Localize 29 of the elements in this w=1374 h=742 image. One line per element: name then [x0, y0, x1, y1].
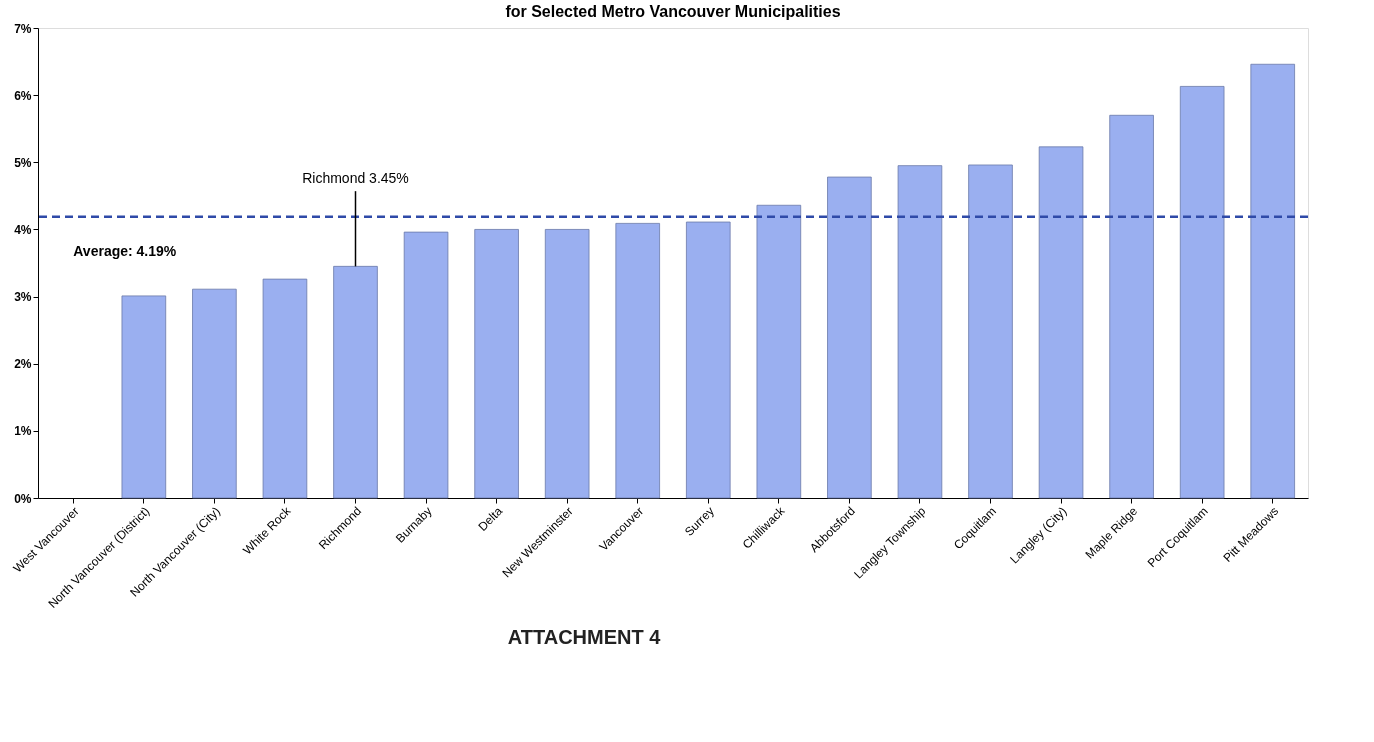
bar — [756, 204, 802, 499]
bar — [1038, 146, 1084, 499]
y-tick-label: 0% — [14, 491, 32, 506]
y-tick-label: 2% — [14, 357, 32, 372]
y-tick-label: 3% — [14, 290, 32, 305]
bar — [1109, 114, 1154, 499]
bar — [192, 288, 237, 499]
bar — [121, 295, 167, 499]
bar — [544, 229, 590, 499]
y-tick-label: 4% — [14, 222, 32, 237]
y-tick-label: 1% — [14, 424, 32, 439]
bar — [474, 229, 519, 499]
bar — [1179, 86, 1225, 499]
y-tick-label: 5% — [14, 155, 32, 170]
bar — [403, 231, 449, 499]
ref-line-label: Average: 4.19% — [73, 242, 177, 259]
bar — [827, 176, 872, 499]
text: ATTACHMENT 4 — [507, 626, 662, 648]
y-tick-label: 6% — [14, 88, 32, 103]
annotation: Richmond 3.45% — [302, 170, 409, 187]
bar — [686, 221, 731, 499]
bar — [333, 265, 378, 499]
bar — [1250, 63, 1295, 499]
bar — [897, 165, 943, 499]
y-tick-label: 7% — [14, 21, 32, 36]
bar — [262, 278, 308, 499]
chart-title: for Selected Metro Vancouver Municipalities — [505, 3, 841, 20]
bar — [968, 164, 1013, 499]
bar — [615, 222, 660, 499]
